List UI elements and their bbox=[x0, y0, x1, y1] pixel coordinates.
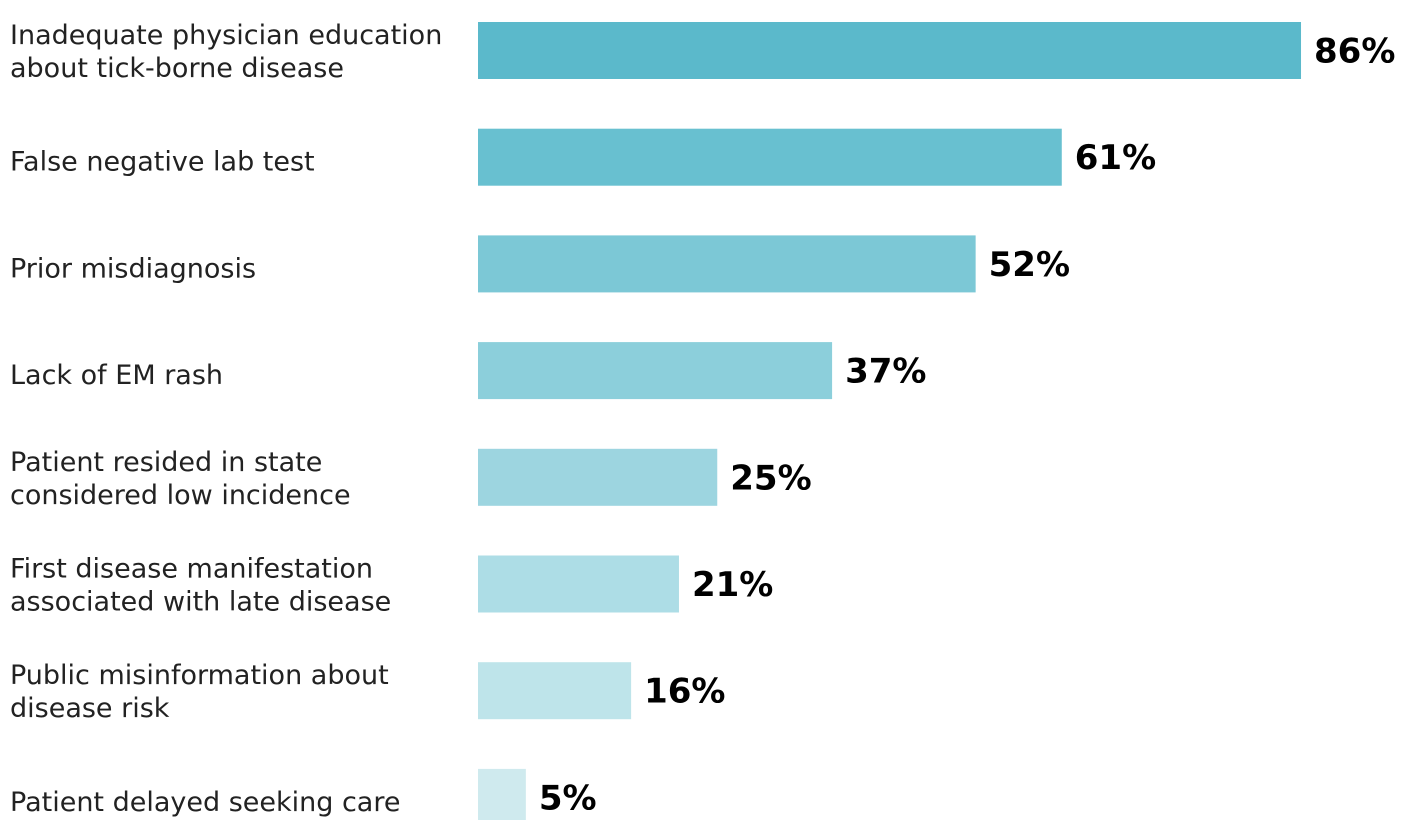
category-label-3: Prior misdiagnosis bbox=[10, 253, 256, 284]
bars-layer bbox=[478, 22, 1302, 820]
bar-1 bbox=[478, 22, 1302, 79]
category-label-2: False negative lab test bbox=[10, 147, 315, 178]
bar-2 bbox=[478, 128, 1062, 186]
value-label-5: 25% bbox=[730, 458, 811, 498]
value-label-8: 5% bbox=[539, 778, 597, 818]
category-label-6-line-2: associated with late disease bbox=[10, 587, 391, 618]
value-label-6: 21% bbox=[692, 565, 773, 605]
category-label-8: Patient delayed seeking care bbox=[10, 787, 400, 818]
bar-3 bbox=[478, 235, 976, 293]
category-label-4: Lack of EM rash bbox=[10, 360, 223, 391]
value-label-3: 52% bbox=[989, 245, 1070, 285]
category-label-1-line-2: about tick-borne disease bbox=[10, 53, 344, 84]
value-label-4: 37% bbox=[845, 352, 926, 392]
category-label-1-line-1: Inadequate physician education bbox=[10, 20, 442, 51]
category-label-5-line-1: Patient resided in state bbox=[10, 447, 322, 478]
bar-6 bbox=[478, 555, 679, 613]
category-label-7-line-2: disease risk bbox=[10, 693, 170, 724]
value-labels: 86% 61% 52% 37% 25% 21% 16% 5% bbox=[539, 32, 1396, 819]
bar-4 bbox=[478, 342, 833, 400]
bar-5 bbox=[478, 448, 718, 506]
bar-8 bbox=[478, 768, 526, 820]
value-label-2: 61% bbox=[1075, 138, 1156, 178]
value-label-1: 86% bbox=[1314, 32, 1395, 72]
category-label-5-line-2: considered low incidence bbox=[10, 480, 351, 511]
bar-7 bbox=[478, 662, 632, 720]
value-label-7: 16% bbox=[644, 672, 725, 712]
category-label-6-line-1: First disease manifestation bbox=[10, 554, 373, 585]
category-label-7-line-1: Public misinformation about bbox=[10, 660, 389, 691]
